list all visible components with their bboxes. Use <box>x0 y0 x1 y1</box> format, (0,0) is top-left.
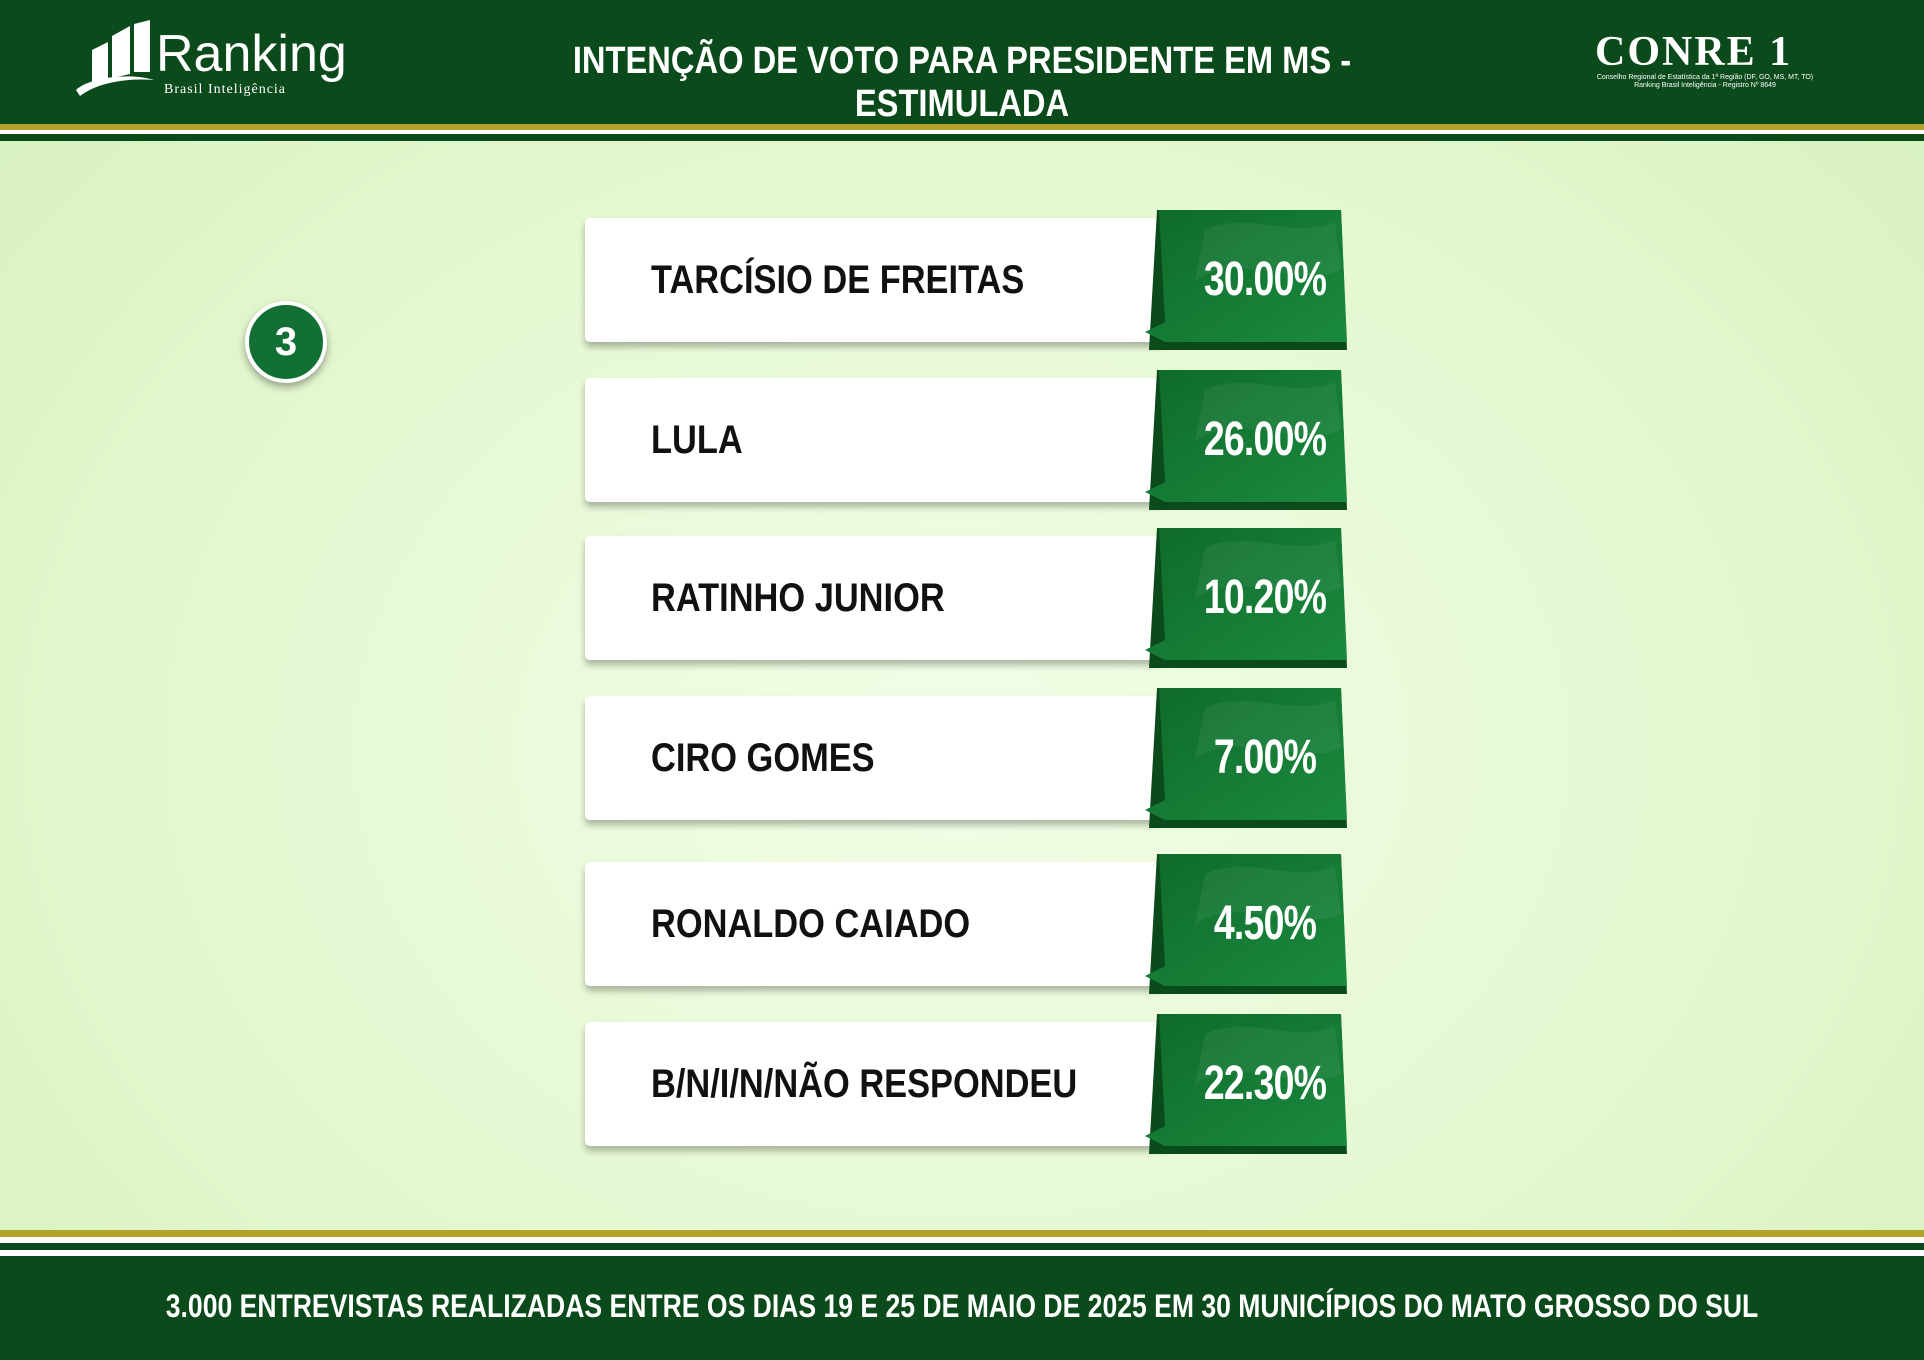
candidate-label-box <box>585 1022 1165 1146</box>
candidate-name: LULA <box>651 418 743 462</box>
ranking-logo-icon <box>76 20 154 96</box>
footer-white-stripe <box>0 1237 1924 1243</box>
footer-note: 3.000 ENTREVISTAS REALIZADAS ENTRE OS DI… <box>165 1288 1759 1324</box>
candidate-label-box <box>585 378 1165 502</box>
value-bar <box>1145 1014 1347 1154</box>
candidate-name: RONALDO CAIADO <box>651 902 971 946</box>
value-bar <box>1145 688 1347 828</box>
candidate-name: RATINHO JUNIOR <box>651 576 945 620</box>
conre-logo-registration: Ranking Brasil Inteligência - Registro N… <box>1634 82 1776 89</box>
result-row: CIRO GOMES 7.00% <box>585 688 1347 828</box>
candidate-label-box <box>585 218 1165 342</box>
conre-logo-subtitle: Conselho Regional de Estatística da 1ª R… <box>1596 74 1814 81</box>
vote-percentage: 26.00% <box>1203 413 1327 466</box>
result-row: B/N/I/N/NÃO RESPONDEU 22.30% <box>585 1014 1347 1154</box>
value-bar <box>1145 854 1347 994</box>
ranking-logo-subtitle: Brasil Inteligência <box>164 82 287 97</box>
footer-gold-stripe <box>0 1230 1924 1237</box>
candidate-name: CIRO GOMES <box>651 736 875 780</box>
header-bar <box>0 0 1924 124</box>
header-white-stripe <box>0 130 1924 134</box>
result-row: RATINHO JUNIOR 10.20% <box>585 528 1347 668</box>
value-bar <box>1145 370 1347 510</box>
candidate-label-box <box>585 536 1165 660</box>
result-row: LULA 26.00% <box>585 370 1347 510</box>
candidate-name: B/N/I/N/NÃO RESPONDEU <box>651 1062 1078 1106</box>
footer-green-stripe <box>0 1243 1924 1250</box>
vote-percentage: 7.00% <box>1213 731 1317 784</box>
conre-logo: CONRE 1 Conselho Regional de Estatística… <box>1585 28 1825 90</box>
candidate-name: TARCÍSIO DE FREITAS <box>651 258 1025 302</box>
vote-percentage: 30.00% <box>1203 253 1327 306</box>
conre-logo-word: CONRE 1 <box>1595 29 1793 75</box>
header-green-stripe <box>0 134 1924 141</box>
vote-percentage: 10.20% <box>1203 571 1327 624</box>
vote-percentage: 4.50% <box>1213 897 1317 950</box>
page-title: INTENÇÃO DE VOTO PARA PRESIDENTE EM MS -… <box>572 40 1352 125</box>
ranking-logo-word: Ranking <box>156 25 347 83</box>
footer-bar <box>0 1256 1924 1360</box>
vote-percentage: 22.30% <box>1203 1057 1327 1110</box>
value-bar <box>1145 210 1347 350</box>
candidate-label-box <box>585 696 1165 820</box>
result-row: RONALDO CAIADO 4.50% <box>585 854 1347 994</box>
result-row: TARCÍSIO DE FREITAS 30.00% <box>585 210 1347 350</box>
footer-white-stripe-2 <box>0 1250 1924 1256</box>
ranking-logo: Ranking Brasil Inteligência <box>68 20 358 100</box>
value-bar <box>1145 528 1347 668</box>
header-gold-stripe <box>0 124 1924 130</box>
candidate-label-box <box>585 862 1165 986</box>
page-number-badge: 3 <box>245 301 327 383</box>
